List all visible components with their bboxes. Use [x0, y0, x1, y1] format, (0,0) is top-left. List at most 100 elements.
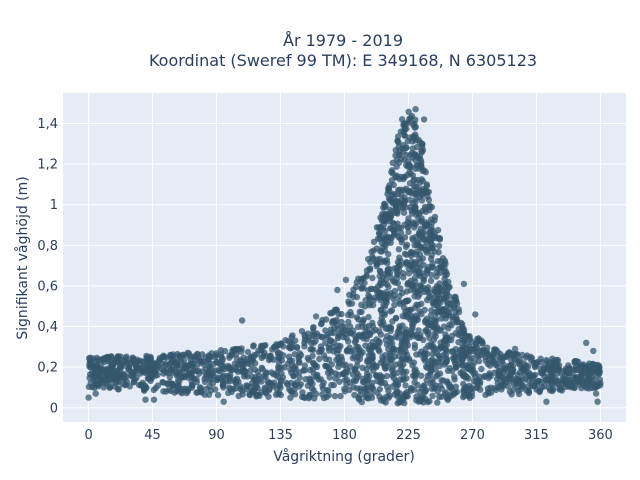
x-tick-labels: 0 45 90 135 180 225 270 315 360: [84, 428, 612, 443]
data-point: [417, 372, 425, 379]
data-point: [514, 351, 521, 358]
data-point: [379, 210, 386, 218]
data-point: [395, 233, 402, 240]
data-point: [382, 297, 389, 305]
data-point: [363, 267, 371, 274]
data-point: [395, 267, 403, 274]
data-point: [413, 143, 421, 151]
data-point: [369, 328, 376, 335]
data-point: [332, 375, 339, 382]
data-point: [437, 291, 445, 298]
data-point: [573, 377, 581, 384]
data-point: [86, 371, 94, 378]
data-point: [88, 361, 95, 368]
data-point: [130, 379, 137, 386]
data-point: [414, 190, 421, 197]
data-point: [183, 389, 190, 397]
data-point: [394, 137, 401, 144]
data-point: [398, 239, 405, 246]
data-point: [424, 350, 431, 358]
data-point: [92, 390, 99, 397]
data-point: [401, 337, 408, 344]
y-tick-labels: 0 0,2 0,4 0,6 0,8 1 1,2 1,4: [37, 117, 58, 416]
data-point: [421, 288, 428, 295]
data-point: [389, 383, 396, 390]
data-point: [411, 293, 418, 300]
data-point: [499, 373, 506, 380]
data-point: [213, 352, 220, 359]
data-point: [498, 381, 505, 388]
data-point: [388, 167, 396, 174]
data-point: [94, 372, 102, 379]
data-point: [511, 345, 519, 353]
data-point: [553, 359, 560, 366]
data-point: [378, 322, 385, 329]
data-point: [358, 285, 365, 292]
data-point: [460, 280, 468, 288]
data-point: [154, 382, 162, 389]
data-point: [453, 316, 461, 323]
data-point: [423, 182, 431, 190]
data-point: [405, 228, 412, 236]
data-point: [377, 223, 384, 231]
data-point: [451, 373, 458, 380]
data-point: [496, 367, 503, 375]
data-point: [364, 356, 371, 364]
data-point: [376, 294, 383, 301]
data-point: [382, 235, 389, 242]
data-point: [561, 376, 569, 384]
data-point: [583, 339, 590, 346]
data-point: [239, 391, 246, 398]
data-point: [398, 356, 405, 364]
data-point: [442, 331, 449, 338]
data-point: [460, 344, 467, 351]
data-point: [411, 304, 419, 311]
data-point: [325, 356, 333, 363]
data-point: [397, 285, 404, 292]
data-point: [351, 338, 359, 346]
data-point: [416, 308, 423, 315]
data-point: [550, 364, 557, 371]
data-point: [328, 381, 335, 389]
data-point: [306, 391, 313, 399]
data-point: [322, 362, 329, 370]
data-point: [304, 382, 312, 389]
data-point: [409, 138, 416, 145]
data-point: [519, 351, 526, 359]
data-point: [427, 364, 434, 371]
data-point: [417, 282, 424, 289]
data-point: [460, 330, 468, 337]
data-point: [290, 372, 297, 379]
data-point: [361, 279, 368, 287]
data-point: [406, 357, 413, 364]
data-point: [286, 344, 294, 351]
data-point: [248, 388, 256, 396]
data-point: [415, 398, 422, 405]
data-point: [460, 325, 467, 332]
x-tick-label: 135: [268, 428, 293, 443]
data-point: [451, 354, 458, 361]
data-point: [408, 207, 415, 214]
data-point: [179, 352, 186, 359]
data-point: [338, 329, 345, 336]
data-point: [275, 341, 283, 348]
data-point: [306, 366, 314, 374]
data-point: [386, 265, 393, 273]
data-point: [414, 288, 422, 295]
data-point: [422, 219, 430, 226]
data-point: [433, 302, 440, 309]
data-point: [337, 392, 344, 400]
data-point: [226, 365, 234, 372]
data-point: [94, 356, 102, 363]
data-point: [498, 358, 506, 365]
data-point: [408, 112, 416, 120]
data-point: [424, 193, 431, 200]
data-point: [191, 353, 198, 360]
data-point: [324, 369, 332, 377]
data-point: [412, 312, 419, 319]
data-point: [385, 187, 392, 194]
data-point: [466, 356, 473, 363]
data-point: [444, 301, 451, 308]
data-point: [308, 339, 315, 347]
